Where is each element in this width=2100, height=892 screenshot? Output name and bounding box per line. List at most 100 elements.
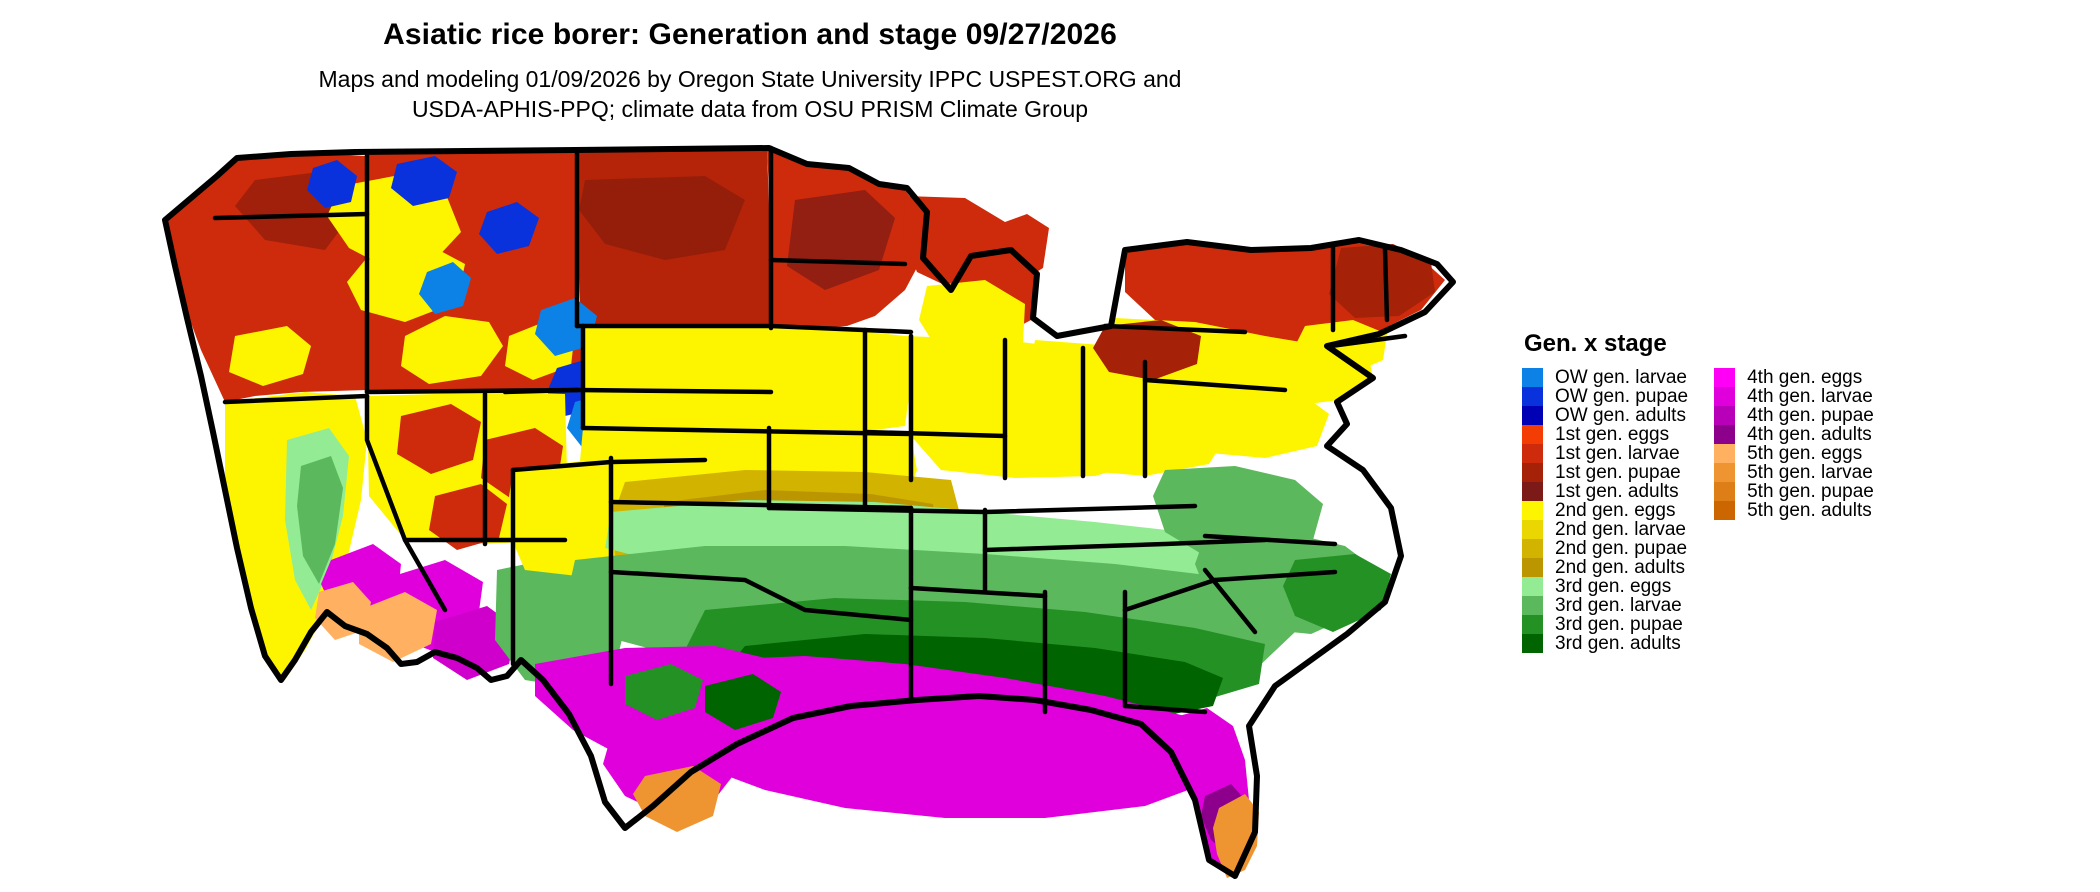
border-mo-ar: [766, 505, 988, 515]
legend-label-left-13: 3rd gen. pupae: [1555, 614, 1683, 635]
legend-label-right-6: 5th gen. pupae: [1747, 481, 1874, 502]
legend-label-left-3: 1st gen. eggs: [1555, 424, 1670, 445]
region-sierra-3rd-larvae: [297, 456, 343, 584]
legend-swatch-left-0: [1522, 368, 1543, 387]
legend-swatch-right-0: [1714, 368, 1736, 387]
border-ia-mo: [862, 429, 1008, 439]
legend-swatch-strip-right: [1714, 368, 1736, 520]
border-wy-co: [502, 387, 580, 395]
legend-label-left-14: 3rd gen. adults: [1555, 633, 1681, 654]
border-tn-nc: [982, 537, 1268, 553]
legend-swatch-left-1: [1522, 387, 1543, 406]
region-arizona-red: [429, 484, 507, 550]
border-or-ca: [222, 393, 370, 405]
subtitle-line-2: USDA-APHIS-PPQ; climate data from OSU PR…: [411, 96, 1089, 122]
legend-label-right-0: 4th gen. eggs: [1747, 367, 1863, 388]
legend-swatch-left-8: [1522, 520, 1543, 539]
legend-swatch-right-1: [1714, 387, 1736, 406]
border-sc-ga: [1122, 577, 1218, 613]
legend-swatch-left-6: [1522, 482, 1543, 501]
legend-label-right-3: 4th gen. adults: [1747, 424, 1872, 445]
region-dakotas-plains-yellow: [581, 326, 911, 436]
border-wa-or: [212, 211, 370, 221]
legend-label-left-0: OW gen. larvae: [1555, 367, 1687, 388]
legend-label-right-5: 5th gen. larvae: [1747, 462, 1873, 483]
region-texas-green-patches: [625, 664, 703, 720]
legend-label-strip-left: OW gen. larvae OW gen. pupae OW gen. adult…: [1555, 368, 1688, 653]
legend-swatch-right-6: [1714, 482, 1736, 501]
region-texas-green-patches-2: [705, 674, 781, 730]
legend-label-right-7: 5th gen. adults: [1747, 500, 1872, 521]
figure-header: Asiatic rice borer: Generation and stage…: [0, 0, 1500, 124]
border-ky-tn: [982, 503, 1198, 515]
legend-swatch-left-9: [1522, 539, 1543, 558]
region-newengland-yellow: [1295, 320, 1387, 376]
legend-swatch-right-2: [1714, 406, 1736, 425]
legend-label-strip-right: 4th gen. eggs 4th gen. larvae 4th gen. pup…: [1747, 368, 1874, 520]
us-map-svg: [162, 145, 1456, 879]
legend-label-left-7: 2nd gen. eggs: [1555, 500, 1676, 521]
legend-column-right: 4th gen. eggs 4th gen. larvae 4th gen. pup…: [1714, 368, 1874, 520]
legend-swatch-left-4: [1522, 444, 1543, 463]
border-nh-me: [1382, 245, 1390, 323]
legend-swatch-right-5: [1714, 463, 1736, 482]
figure-subtitle: Maps and modeling 01/09/2026 by Oregon S…: [0, 64, 1500, 124]
legend-label-left-11: 3rd gen. eggs: [1555, 576, 1672, 597]
legend-label-right-4: 5th gen. eggs: [1747, 443, 1863, 464]
state-boundaries: [162, 145, 1456, 879]
legend-label-left-12: 3rd gen. larvae: [1555, 595, 1682, 616]
legend-swatch-left-3: [1522, 425, 1543, 444]
border-ca-nv: [364, 393, 448, 613]
border-md-pa: [1142, 377, 1288, 393]
region-1st-gen-pupae-mottle-a: [579, 176, 745, 260]
legend-swatch-left-13: [1522, 615, 1543, 634]
legend-label-left-1: OW gen. pupae: [1555, 386, 1689, 407]
national-outline: [162, 145, 1456, 879]
map-legend: Gen. x stage OW gen. larvae OW gen. pupae…: [1522, 330, 1874, 653]
legend-columns: OW gen. larvae OW gen. pupae OW gen. adult…: [1522, 368, 1874, 653]
border-ga-fl: [1122, 703, 1208, 715]
region-florida-5th-gen: [1213, 794, 1259, 878]
legend-swatch-right-7: [1714, 501, 1736, 520]
border-ne-ks: [580, 425, 914, 437]
border-nm-co2: [608, 457, 708, 465]
region-snake-plain-yellow: [401, 316, 503, 384]
legend-label-left-10: 2nd gen. adults: [1555, 557, 1685, 578]
us-map: [105, 140, 1505, 880]
subtitle-line-1: Maps and modeling 01/09/2026 by Oregon S…: [318, 66, 1182, 92]
legend-swatch-right-3: [1714, 425, 1736, 444]
region-south-texas-5th: [633, 766, 721, 832]
legend-swatch-left-2: [1522, 406, 1543, 425]
legend-label-left-5: 1st gen. pupae: [1555, 462, 1681, 483]
border-ok-tx: [608, 569, 914, 623]
border-co-nm: [510, 459, 614, 473]
region-cascades-ow-blue: [307, 160, 357, 208]
legend-label-left-6: 1st gen. adults: [1555, 481, 1679, 502]
legend-column-left: OW gen. larvae OW gen. pupae OW gen. adult…: [1522, 368, 1688, 653]
region-absaroka-ow-blue: [479, 202, 539, 254]
legend-label-left-9: 2nd gen. pupae: [1555, 538, 1688, 559]
legend-swatch-strip-left: [1522, 368, 1543, 653]
region-nevada-red: [397, 404, 481, 474]
legend-label-right-2: 4th gen. pupae: [1747, 405, 1874, 426]
region-northeast-dark: [1329, 244, 1435, 318]
legend-swatch-left-11: [1522, 577, 1543, 596]
legend-label-left-8: 2nd gen. larvae: [1555, 519, 1686, 540]
border-wy-ne: [574, 387, 774, 395]
region-sawtooth-ow-blue: [419, 262, 471, 314]
legend-label-left-2: OW gen. adults: [1555, 405, 1686, 426]
region-midatlantic-yellow: [1147, 380, 1329, 458]
region-ny-pa-red: [1093, 320, 1201, 380]
region-bitterroot-ow-blue: [391, 156, 457, 206]
legend-title: Gen. x stage: [1524, 330, 1667, 357]
legend-label-left-4: 1st gen. larvae: [1555, 443, 1680, 464]
border-ks-ok: [608, 499, 914, 511]
region-oregon-se-yellow: [229, 326, 311, 386]
legend-swatch-left-12: [1522, 596, 1543, 615]
legend-swatch-right-4: [1714, 444, 1736, 463]
region-lakes-yellow-fringe: [919, 280, 1025, 362]
legend-swatch-left-7: [1522, 501, 1543, 520]
border-ar-la: [908, 585, 1048, 599]
region-imperial-5th: [315, 582, 371, 640]
